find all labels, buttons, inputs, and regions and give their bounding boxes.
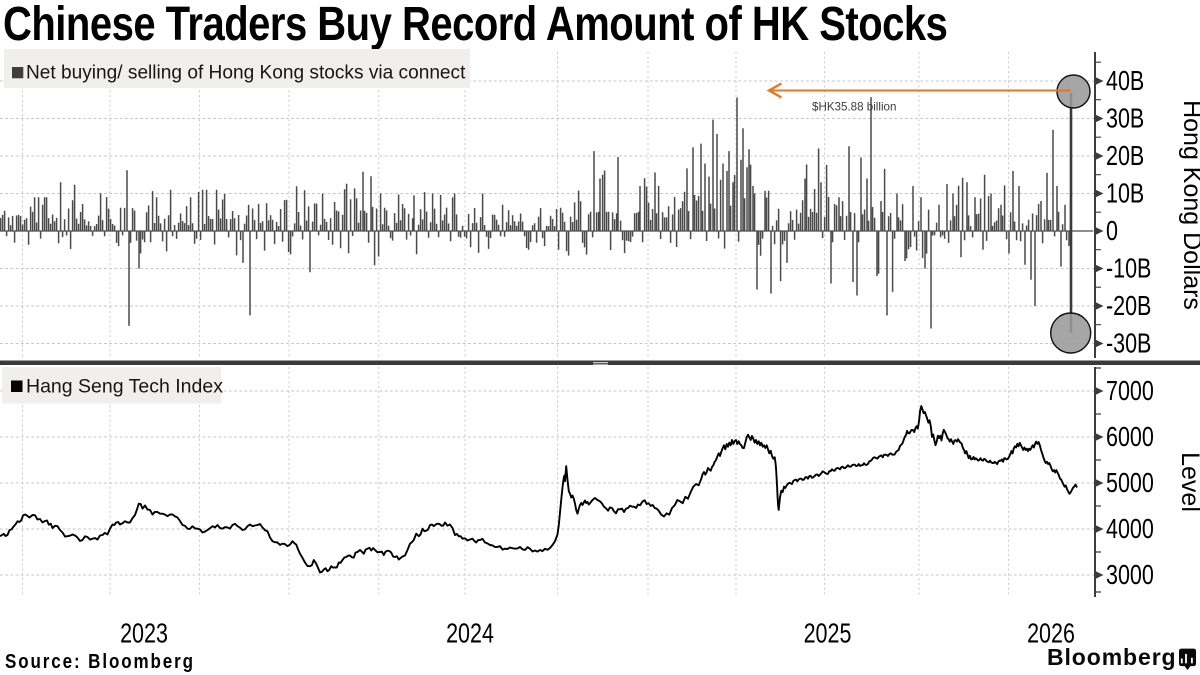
svg-text:2023: 2023 <box>120 618 168 649</box>
svg-text:4000: 4000 <box>1106 513 1154 544</box>
svg-text:6000: 6000 <box>1106 421 1154 452</box>
svg-text:Hong Kong Dollars: Hong Kong Dollars <box>1178 100 1200 310</box>
svg-text:5000: 5000 <box>1106 467 1154 498</box>
svg-text:7000: 7000 <box>1106 375 1154 406</box>
svg-text:Bloomberg: Bloomberg <box>1047 644 1177 670</box>
svg-text:40B: 40B <box>1106 65 1144 96</box>
svg-text:2024: 2024 <box>446 618 494 649</box>
svg-text:Level: Level <box>1176 452 1200 512</box>
svg-text:20B: 20B <box>1106 140 1144 171</box>
svg-text:3000: 3000 <box>1106 559 1154 590</box>
svg-text:Source: Bloomberg: Source: Bloomberg <box>5 650 195 673</box>
svg-text:2026: 2026 <box>1027 618 1075 649</box>
svg-text:Chinese Traders Buy Record Amo: Chinese Traders Buy Record Amount of HK … <box>3 0 947 51</box>
svg-text:10B: 10B <box>1106 178 1144 209</box>
svg-text:Hang Seng Tech Index: Hang Seng Tech Index <box>26 376 223 398</box>
svg-text:-30B: -30B <box>1106 328 1151 359</box>
svg-text:0: 0 <box>1106 215 1118 246</box>
svg-text:$HK35.88 billion: $HK35.88 billion <box>812 101 896 114</box>
svg-text:30B: 30B <box>1106 103 1144 134</box>
svg-text:-10B: -10B <box>1106 253 1151 284</box>
svg-text:-20B: -20B <box>1106 290 1151 321</box>
svg-text:2025: 2025 <box>804 618 852 649</box>
svg-text:Net buying/ selling of Hong Ko: Net buying/ selling of Hong Kong stocks … <box>26 63 466 84</box>
